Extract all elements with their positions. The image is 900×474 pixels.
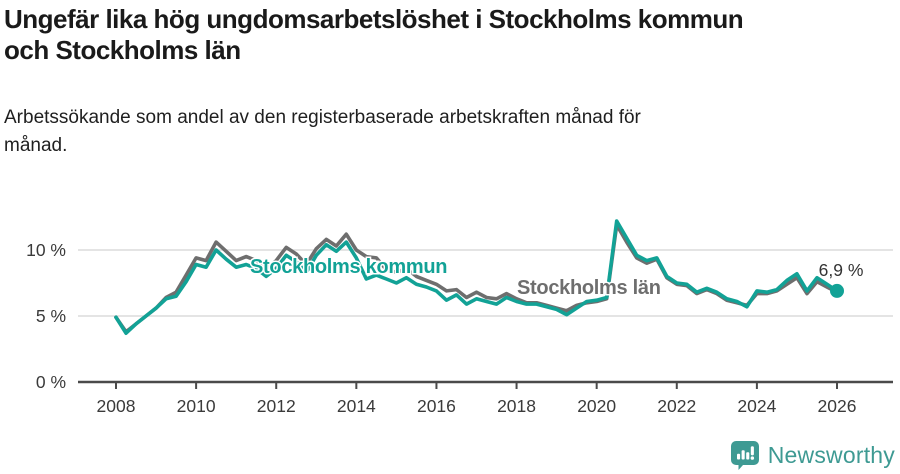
- x-axis-labels: 2008 2010 2012 2014 2016 2018 2020 2022 2024 2026: [97, 396, 857, 416]
- end-value-label: 6,9 %: [819, 260, 864, 280]
- brand-wordmark: Newsworthy: [767, 441, 895, 468]
- line-kommun_line: [114, 219, 839, 335]
- page-subtitle: Arbetssökande som andel av den registerb…: [4, 107, 641, 156]
- series-label-lan: Stockholms län: [517, 277, 661, 299]
- y-tick-label: 5 %: [36, 306, 66, 326]
- y-tick-label: 10 %: [26, 240, 66, 260]
- end-point-dot: [830, 283, 845, 298]
- x-tick-label: 2026: [818, 396, 857, 416]
- chart-area: 0 % 5 % 10 % 2008 2010 2012 2014 2016 2018 2020 2…: [0, 188, 900, 428]
- x-tick-label: 2024: [737, 396, 776, 416]
- x-tick-label: 2008: [97, 396, 136, 416]
- x-tick-label: 2020: [577, 396, 616, 416]
- x-axis-ticks: [115, 382, 839, 389]
- newsworthy-logo-icon: [730, 441, 759, 470]
- x-tick-label: 2014: [337, 396, 376, 416]
- unemployment-chart: 0 %5 %10 % 2008 2010 2012 2014 2016 2018 2020 2…: [26, 219, 893, 416]
- x-tick-label: 2012: [257, 396, 296, 416]
- x-tick-label: 2016: [417, 396, 456, 416]
- newsworthy-brand-link[interactable]: Newsworthy: [730, 440, 895, 470]
- x-tick-label: 2010: [177, 396, 216, 416]
- x-tick-label: 2022: [657, 396, 696, 416]
- page-title: Ungefär lika hög ungdomsarbetslöshet i S…: [4, 4, 744, 65]
- x-tick-label: 2018: [497, 396, 536, 416]
- series-label-kommun: Stockholms kommun: [250, 256, 447, 278]
- series-lines: [114, 219, 845, 335]
- y-axis-labels: 0 % 5 % 10 %: [26, 240, 66, 392]
- y-tick-label: 0 %: [36, 372, 66, 392]
